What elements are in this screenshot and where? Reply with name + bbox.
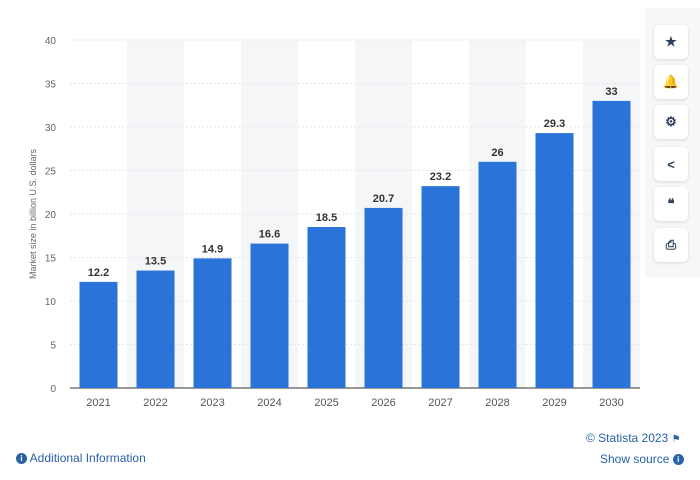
- x-tick-label: 2029: [542, 397, 566, 409]
- bar-2026: [364, 207, 403, 388]
- additional-information-label: Additional Information: [29, 451, 146, 465]
- additional-information-link[interactable]: i Additional Information: [16, 451, 146, 465]
- y-tick-label: 40: [45, 36, 57, 47]
- gear-icon[interactable]: ⚙: [654, 105, 688, 139]
- side-toolbar: ★ 🔔 ⚙ < ❝ ⎙: [645, 8, 700, 278]
- copyright-text: © Statista 2023: [586, 431, 669, 445]
- info-icon: i: [16, 453, 27, 465]
- bar-2028: [478, 161, 517, 388]
- bar-2027: [421, 186, 460, 388]
- data-label: 20.7: [373, 193, 394, 205]
- statista-copyright[interactable]: © Statista 2023 ⚑: [586, 431, 681, 445]
- data-label: 18.5: [316, 212, 337, 224]
- star-icon[interactable]: ★: [654, 25, 688, 59]
- y-tick-label: 10: [45, 297, 57, 308]
- bar-2023: [193, 258, 232, 388]
- y-axis-label: Market size in billion U.S. dollars: [28, 148, 38, 279]
- data-label: 13.5: [145, 256, 166, 268]
- data-label: 23.2: [430, 171, 451, 183]
- bar-2029: [535, 133, 574, 388]
- quote-icon[interactable]: ❝: [654, 187, 688, 221]
- data-label: 14.9: [202, 243, 223, 255]
- x-tick-label: 2026: [371, 397, 395, 409]
- x-tick-label: 2021: [86, 397, 110, 409]
- y-tick-label: 30: [45, 123, 57, 134]
- data-label: 12.2: [88, 267, 109, 279]
- bell-icon[interactable]: 🔔: [654, 65, 688, 99]
- bar-2030: [592, 100, 631, 389]
- share-icon[interactable]: <: [654, 147, 688, 181]
- show-source-label: Show source: [600, 452, 670, 466]
- y-tick-label: 0: [50, 384, 56, 395]
- data-label: 29.3: [544, 118, 565, 130]
- data-label: 26: [491, 147, 503, 159]
- flag-icon: ⚑: [671, 434, 681, 445]
- data-label: 33: [605, 86, 617, 98]
- x-tick-label: 2028: [485, 397, 509, 409]
- y-tick-label: 15: [45, 254, 57, 265]
- bar-2022: [136, 270, 175, 388]
- data-label: 16.6: [259, 229, 280, 241]
- print-icon[interactable]: ⎙: [654, 228, 688, 262]
- bar-2024: [250, 243, 289, 388]
- x-tick-label: 2023: [200, 397, 224, 409]
- x-tick-label: 2022: [143, 397, 167, 409]
- x-tick-label: 2027: [428, 397, 452, 409]
- x-tick-label: 2025: [314, 397, 338, 409]
- info-icon: i: [672, 454, 684, 466]
- y-tick-label: 25: [45, 167, 57, 178]
- bar-2025: [307, 227, 346, 388]
- bar-2021: [79, 281, 118, 388]
- show-source-link[interactable]: Show source i: [600, 452, 684, 466]
- y-tick-label: 5: [50, 341, 56, 352]
- x-tick-label: 2030: [599, 397, 623, 409]
- x-tick-label: 2024: [257, 397, 281, 409]
- y-tick-label: 35: [45, 80, 57, 91]
- y-tick-label: 20: [45, 210, 57, 221]
